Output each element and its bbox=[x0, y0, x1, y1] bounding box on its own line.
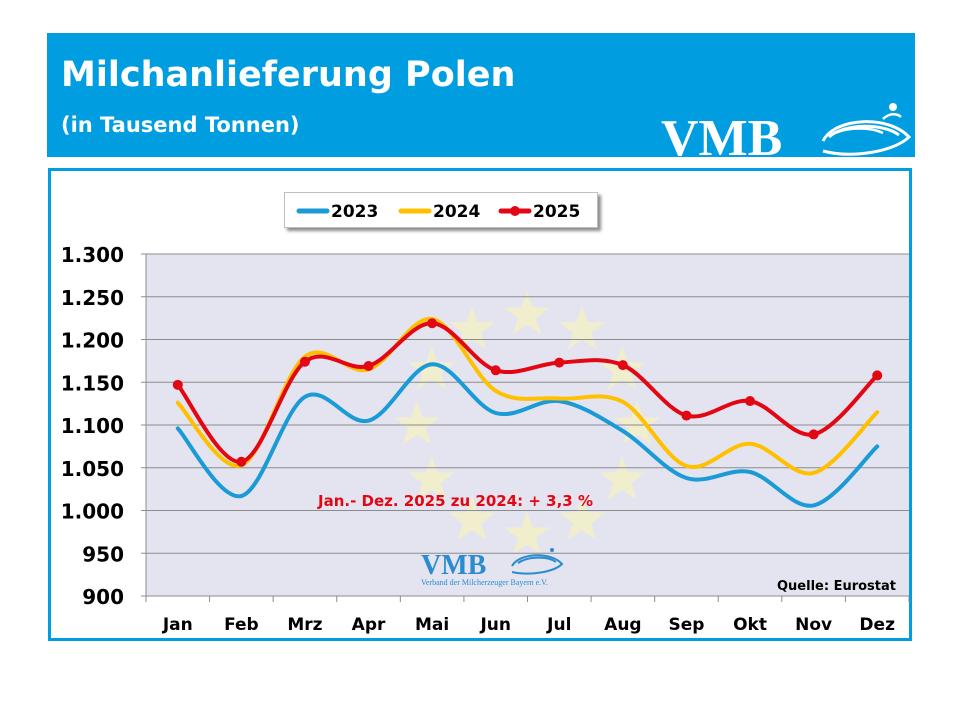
chart-title: Milchanlieferung Polen bbox=[61, 55, 516, 95]
legend-item-2025: 2025 bbox=[498, 202, 580, 222]
x-tick-label: Sep bbox=[668, 615, 704, 635]
series-lines bbox=[172, 316, 883, 508]
x-tick-label: Nov bbox=[795, 615, 832, 635]
chart-legend: 2023 2024 2025 bbox=[284, 192, 598, 228]
y-tick-label: 1.200 bbox=[61, 329, 124, 353]
vmb-logo-swoosh-icon bbox=[821, 103, 912, 156]
y-tick-label: 1.300 bbox=[61, 243, 124, 267]
eu-star-icon bbox=[614, 401, 660, 445]
chart-subtitle: (in Tausend Tonnen) bbox=[61, 113, 300, 137]
watermark-logo-text: VMB bbox=[421, 550, 486, 581]
data-point-2025 bbox=[172, 379, 183, 390]
legend-label-2023: 2023 bbox=[331, 202, 378, 222]
eu-star-icon bbox=[408, 346, 455, 390]
data-point-2025 bbox=[808, 429, 819, 440]
x-axis: Jan Feb Mrz Apr Mai Jun Jul Aug Sep Okt Nov Dez bbox=[145, 596, 910, 635]
x-tick-label: Jan bbox=[162, 615, 193, 635]
eu-star-icon bbox=[559, 305, 605, 350]
eu-star-icon bbox=[504, 511, 550, 555]
watermark-swoosh-icon bbox=[511, 548, 564, 575]
data-point-2025 bbox=[363, 361, 374, 372]
comparison-annotation: Jan.- Dez. 2025 zu 2024: + 3,3 % bbox=[318, 492, 593, 510]
data-point-2025 bbox=[554, 357, 565, 368]
eu-star-icon bbox=[394, 401, 440, 445]
data-point-2025 bbox=[872, 370, 883, 381]
source-label: Quelle: Eurostat bbox=[777, 579, 896, 594]
vmb-logo: VMB bbox=[661, 103, 912, 157]
y-tick-label: 1.150 bbox=[61, 371, 124, 395]
legend-content: 2023 2024 2025 bbox=[296, 202, 580, 222]
y-tick-label: 1.100 bbox=[61, 414, 124, 438]
data-point-2025 bbox=[299, 356, 310, 367]
eu-star-icon bbox=[449, 305, 495, 350]
data-point-2025 bbox=[745, 396, 756, 407]
eu-star-icon bbox=[449, 496, 495, 540]
legend-label-2024: 2024 bbox=[433, 202, 480, 222]
y-tick-label: 1.250 bbox=[61, 286, 124, 310]
header-banner: Milchanlieferung Polen (in Tausend Tonne… bbox=[47, 33, 915, 157]
y-tick-label: 1.050 bbox=[61, 457, 124, 481]
legend-item-2023: 2023 bbox=[296, 202, 378, 222]
eu-star-icon bbox=[559, 496, 605, 540]
y-tick-label: 950 bbox=[82, 542, 124, 566]
series-line-2023 bbox=[175, 362, 880, 508]
legend-label-2025: 2025 bbox=[533, 202, 580, 222]
data-point-2025 bbox=[236, 456, 247, 467]
legend-item-2024: 2024 bbox=[398, 202, 480, 222]
eu-star-icon bbox=[599, 456, 646, 500]
x-tick-label: Dez bbox=[859, 615, 895, 635]
x-tick-label: Jun bbox=[479, 615, 511, 635]
x-tick-label: Mai bbox=[415, 615, 449, 635]
data-point-2025 bbox=[617, 360, 628, 371]
series-2023 bbox=[175, 362, 880, 508]
y-axis: 900 950 1.000 1.050 1.100 1.150 1.200 1.250 1.30… bbox=[61, 243, 147, 609]
data-point-2025 bbox=[490, 365, 501, 376]
y-tick-label: 1.000 bbox=[61, 500, 124, 524]
series-2025 bbox=[172, 318, 883, 467]
x-tick-label: Feb bbox=[224, 615, 259, 635]
vmb-logo-text: VMB bbox=[661, 110, 782, 157]
watermark-logo: VMB Verband der Milcherzeuger Bayern e.V… bbox=[421, 548, 564, 587]
y-tick-label: 900 bbox=[82, 585, 124, 609]
x-tick-label: Jul bbox=[546, 615, 571, 635]
eu-star-icon bbox=[408, 456, 455, 500]
x-tick-label: Mrz bbox=[287, 615, 322, 635]
data-point-2025 bbox=[681, 410, 692, 421]
x-tick-label: Apr bbox=[352, 615, 386, 635]
series-line-2025 bbox=[175, 321, 880, 464]
eu-stars-decoration bbox=[394, 291, 660, 555]
watermark-tagline: Verband der Milcherzeuger Bayern e.V. bbox=[421, 578, 548, 587]
x-tick-label: Okt bbox=[733, 615, 767, 635]
eu-star-icon bbox=[504, 291, 550, 335]
x-tick-label: Aug bbox=[604, 615, 641, 635]
data-point-2025 bbox=[427, 318, 438, 329]
